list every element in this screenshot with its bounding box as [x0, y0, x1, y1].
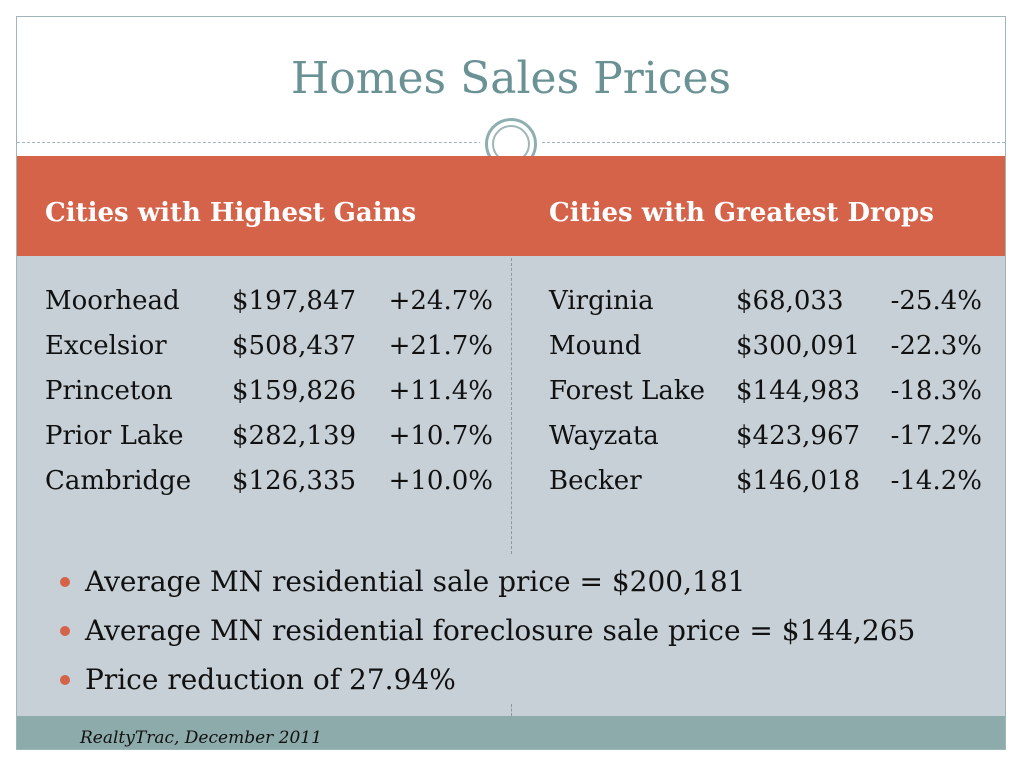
- price-change: -22.3%: [890, 331, 982, 361]
- city-name: Mound: [549, 331, 642, 361]
- city-name: Princeton: [45, 376, 173, 406]
- column-divider: [511, 258, 512, 554]
- footer-band: [17, 716, 1005, 749]
- bullet-text: Average MN residential sale price = $200…: [85, 565, 746, 598]
- median-price: $126,335: [232, 466, 357, 496]
- median-price: $197,847: [232, 286, 357, 316]
- bullet-text: Average MN residential foreclosure sale …: [85, 614, 916, 647]
- median-price: $300,091: [736, 331, 861, 361]
- column-divider-bottom: [511, 704, 512, 716]
- median-price: $68,033: [736, 286, 844, 316]
- title-divider-left: [17, 142, 487, 143]
- price-change: -25.4%: [890, 286, 982, 316]
- city-name: Wayzata: [549, 421, 659, 451]
- price-change: +10.7%: [388, 421, 493, 451]
- bullet-dot-icon: [60, 675, 70, 685]
- city-name: Forest Lake: [549, 376, 706, 406]
- price-change: -14.2%: [890, 466, 982, 496]
- city-name: Becker: [549, 466, 642, 496]
- median-price: $508,437: [232, 331, 357, 361]
- table-row: Prior Lake $282,139 +10.7%: [45, 418, 495, 463]
- city-name: Cambridge: [45, 466, 192, 496]
- median-price: $282,139: [232, 421, 357, 451]
- price-change: -17.2%: [890, 421, 982, 451]
- city-name: Excelsior: [45, 331, 167, 361]
- summary-bullets: Average MN residential sale price = $200…: [60, 560, 980, 707]
- column-header-band: [17, 156, 1005, 256]
- slide-title: Homes Sales Prices: [290, 53, 732, 104]
- list-item: Average MN residential sale price = $200…: [60, 560, 980, 609]
- city-name: Virginia: [549, 286, 654, 316]
- list-item: Average MN residential foreclosure sale …: [60, 609, 980, 658]
- table-row: Forest Lake $144,983 -18.3%: [549, 373, 989, 418]
- table-row: Virginia $68,033 -25.4%: [549, 283, 989, 328]
- source-citation: RealtyTrac, December 2011: [80, 728, 322, 748]
- city-name: Prior Lake: [45, 421, 184, 451]
- price-change: +21.7%: [388, 331, 493, 361]
- table-row: Excelsior $508,437 +21.7%: [45, 328, 495, 373]
- city-name: Moorhead: [45, 286, 180, 316]
- price-change: +11.4%: [388, 376, 493, 406]
- bullet-text: Price reduction of 27.94%: [85, 663, 456, 696]
- table-row: Princeton $159,826 +11.4%: [45, 373, 495, 418]
- median-price: $159,826: [232, 376, 357, 406]
- median-price: $423,967: [736, 421, 861, 451]
- bullet-dot-icon: [60, 577, 70, 587]
- table-row: Wayzata $423,967 -17.2%: [549, 418, 989, 463]
- median-price: $144,983: [736, 376, 861, 406]
- table-row: Moorhead $197,847 +24.7%: [45, 283, 495, 328]
- table-row: Mound $300,091 -22.3%: [549, 328, 989, 373]
- gains-column-heading: Cities with Highest Gains: [45, 198, 417, 228]
- title-divider-right: [537, 142, 1005, 143]
- price-change: +10.0%: [388, 466, 493, 496]
- price-change: +24.7%: [388, 286, 493, 316]
- table-row: Cambridge $126,335 +10.0%: [45, 463, 495, 508]
- bullet-dot-icon: [60, 626, 70, 636]
- list-item: Price reduction of 27.94%: [60, 658, 980, 707]
- price-change: -18.3%: [890, 376, 982, 406]
- table-row: Becker $146,018 -14.2%: [549, 463, 989, 508]
- drops-column-heading: Cities with Greatest Drops: [549, 198, 934, 228]
- median-price: $146,018: [736, 466, 861, 496]
